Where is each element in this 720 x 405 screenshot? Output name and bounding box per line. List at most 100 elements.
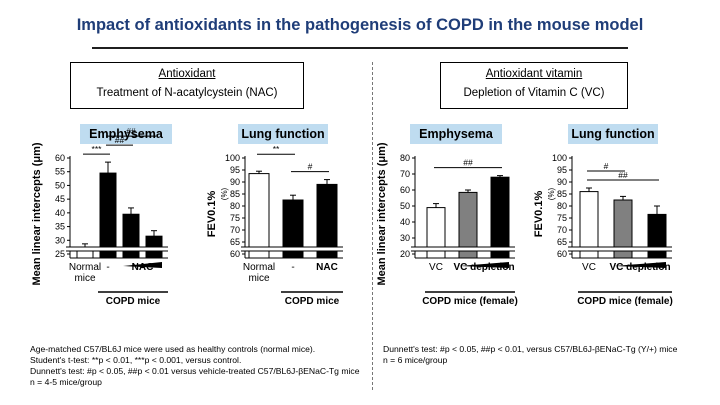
axis-break-gap xyxy=(241,247,343,251)
y-tick-label: 100 xyxy=(552,153,567,163)
y-tick-label: 55 xyxy=(55,167,65,177)
y-tick-label: 40 xyxy=(400,217,410,227)
axis-break-gap xyxy=(66,247,168,251)
x-tick-label: VC depletion xyxy=(453,262,514,273)
footnotes-left: Age-matched C57/BL6J mice were used as h… xyxy=(30,344,360,388)
significance-label: ## xyxy=(618,170,628,180)
y-tick-label: 35 xyxy=(55,222,65,232)
right-section-header: Antioxidant vitamin xyxy=(485,68,583,80)
y-axis-label: Mean linear intercepts (μm) xyxy=(31,142,43,285)
y-axis-unit: (%) xyxy=(547,187,556,200)
group-label: COPD mice xyxy=(285,296,340,307)
x-tick-label: VC xyxy=(582,262,596,273)
footnote-left-line: n = 4-5 mice/group xyxy=(30,377,102,387)
group-label: COPD mice (female) xyxy=(422,296,518,307)
y-tick-label: 95 xyxy=(557,165,567,175)
axis-break-gap xyxy=(568,247,672,251)
y-tick-label: 70 xyxy=(230,225,240,235)
dose-wedge xyxy=(459,262,509,268)
y-tick-label: 75 xyxy=(230,213,240,223)
group-label: COPD mice xyxy=(106,296,161,307)
footnote-left-line: Age-matched C57/BL6J mice were used as h… xyxy=(30,344,316,354)
axis-break-gap xyxy=(411,247,515,251)
y-tick-label: 100 xyxy=(225,153,240,163)
significance-label: ## xyxy=(126,126,136,136)
x-tick-label: NAC xyxy=(316,262,338,273)
x-tick-label: - xyxy=(291,262,294,273)
y-tick-label: 65 xyxy=(230,237,240,247)
x-tick-label: mice xyxy=(248,273,270,284)
panel-label-emphysema-right: Emphysema xyxy=(410,124,502,144)
y-tick-label: 30 xyxy=(400,233,410,243)
left-section-header: Antioxidant xyxy=(158,68,216,80)
y-tick-label: 30 xyxy=(55,235,65,245)
group-label: COPD mice (female) xyxy=(577,296,673,307)
panel-label-emphysema-left: Emphysema xyxy=(80,124,172,144)
significance-label: # xyxy=(308,162,313,172)
lung-function-nac-chart: FEV0.1% (%) 60 65 70 75 80 85 90 95 100 ** # Normalmi… xyxy=(206,144,343,307)
y-tick-label: 75 xyxy=(557,213,567,223)
x-tick-label: NAC xyxy=(132,262,154,273)
y-axis-unit: (%) xyxy=(220,187,229,200)
y-axis-label: Mean linear intercepts (μm) xyxy=(376,142,388,285)
footnote-right-line: n = 6 mice/group xyxy=(383,355,448,365)
y-tick-label: 25 xyxy=(55,249,65,259)
y-tick-label: 70 xyxy=(400,169,410,179)
y-tick-label: 40 xyxy=(55,208,65,218)
y-tick-label: 65 xyxy=(557,237,567,247)
page-title: Impact of antioxidants in the pathogenes… xyxy=(76,16,644,34)
right-section-subheader: Depletion of Vitamin C (VC) xyxy=(463,87,605,99)
y-tick-label: 60 xyxy=(55,153,65,163)
panel-label-lung-function-right: Lung function xyxy=(568,124,658,144)
footnote-left-line: Dunnett's test: #p < 0.05, ##p < 0.01 ve… xyxy=(30,366,360,376)
significance-label: ** xyxy=(273,144,280,154)
bar xyxy=(579,191,599,259)
bar xyxy=(426,207,446,259)
y-tick-label: 70 xyxy=(557,225,567,235)
y-tick-label: 80 xyxy=(400,153,410,163)
section-divider xyxy=(372,62,373,390)
significance-label: # xyxy=(604,161,609,171)
y-tick-label: 80 xyxy=(557,201,567,211)
y-tick-label: 95 xyxy=(230,165,240,175)
dose-wedge xyxy=(123,262,162,268)
y-tick-label: 45 xyxy=(55,194,65,204)
bar xyxy=(248,173,270,259)
significance-label: ## xyxy=(463,158,473,168)
y-tick-label: 60 xyxy=(400,185,410,195)
x-tick-label: mice xyxy=(74,273,96,284)
dose-wedge xyxy=(614,262,666,268)
x-tick-label: Normal xyxy=(69,262,101,273)
emphysema-nac-chart: Mean linear intercepts (μm) 25 30 35 40 45 50 5… xyxy=(31,126,168,307)
footnotes-right: Dunnett's test: #p < 0.05, ##p < 0.01, v… xyxy=(383,344,677,366)
y-tick-label: 50 xyxy=(55,180,65,190)
y-axis-label: FEV0.1% xyxy=(533,191,545,238)
panel-label-lung-function-left: Lung function xyxy=(238,124,328,144)
y-tick-label: 85 xyxy=(230,189,240,199)
right-section-box: Antioxidant vitamin Depletion of Vitamin… xyxy=(440,62,628,109)
y-tick-label: 85 xyxy=(557,189,567,199)
left-section-subheader: Treatment of N-acatylcystein (NAC) xyxy=(96,87,278,99)
y-tick-label: 90 xyxy=(557,177,567,187)
y-tick-label: 50 xyxy=(400,201,410,211)
significance-label: ## xyxy=(115,135,125,145)
y-tick-label: 90 xyxy=(230,177,240,187)
y-tick-label: 80 xyxy=(230,201,240,211)
x-tick-label: Normal xyxy=(243,262,275,273)
significance-label: *** xyxy=(92,144,103,154)
bar xyxy=(490,176,510,259)
y-tick-label: 60 xyxy=(557,249,567,259)
y-axis-label: FEV0.1% xyxy=(206,191,218,238)
title-underline xyxy=(92,47,628,49)
footnote-right-line: Dunnett's test: #p < 0.05, ##p < 0.01, v… xyxy=(383,344,678,354)
x-tick-label: - xyxy=(106,262,109,273)
emphysema-vc-chart: Mean linear intercepts (μm) 20 30 40 50 60 70 8… xyxy=(376,142,518,307)
footnote-left-line: Student's t-test: **p < 0.01, ***p < 0.0… xyxy=(30,355,242,365)
x-tick-label: VC xyxy=(429,262,443,273)
y-tick-label: 60 xyxy=(230,249,240,259)
left-section-box: Antioxidant Treatment of N-acatylcystein… xyxy=(70,62,304,109)
bar xyxy=(99,172,117,259)
x-tick-label: VC depletion xyxy=(609,262,670,273)
y-tick-label: 20 xyxy=(400,249,410,259)
